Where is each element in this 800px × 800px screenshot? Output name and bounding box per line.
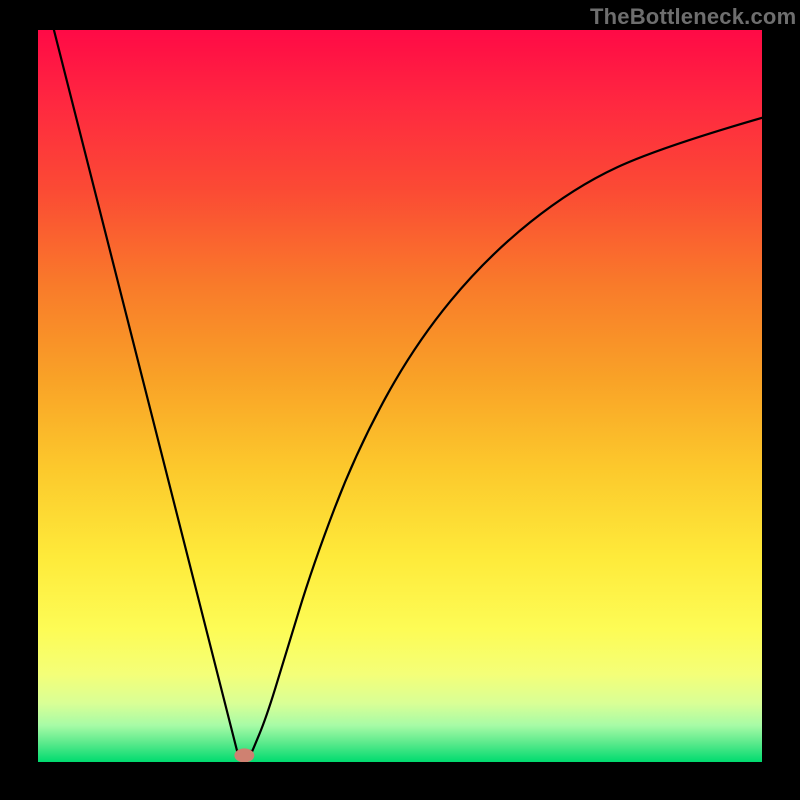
optimal-point-marker: [234, 748, 254, 762]
plot-area: [38, 30, 762, 762]
watermark-text: TheBottleneck.com: [590, 4, 796, 30]
chart-svg: [0, 0, 800, 800]
